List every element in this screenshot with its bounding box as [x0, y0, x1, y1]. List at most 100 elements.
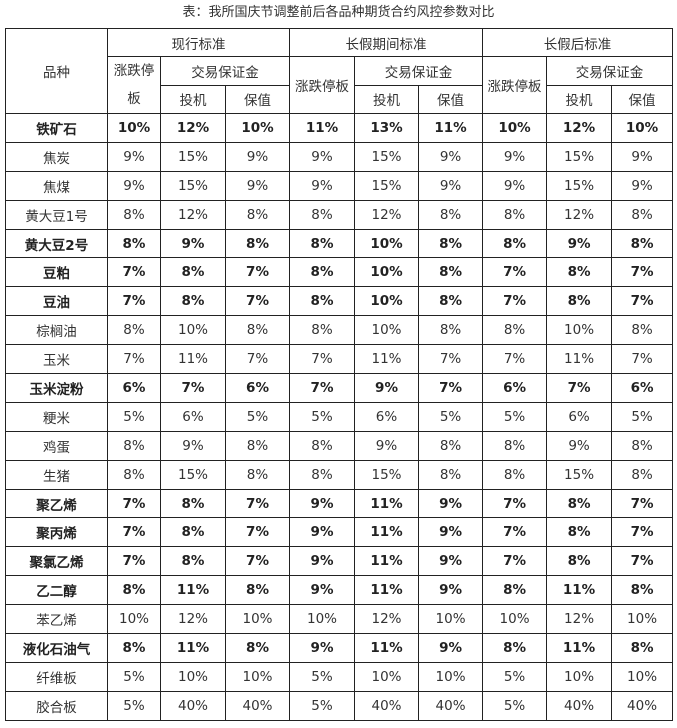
- value-cell: 9%: [354, 430, 420, 461]
- table-row: 胶合板 5% 40% 40% 5% 40% 40% 5% 40% 40%: [5, 690, 674, 721]
- table-row: 黄大豆1号 8% 12% 8% 8% 12% 8% 8% 12% 8%: [5, 199, 674, 230]
- value-cell: 8%: [160, 257, 226, 288]
- value-cell: 10%: [418, 661, 484, 692]
- table-row: 豆粕 7% 8% 7% 8% 10% 8% 7% 8% 7%: [5, 257, 674, 288]
- value-cell: 7%: [611, 546, 674, 577]
- header-spec-post: 投机: [546, 84, 613, 114]
- variety-name: 玉米: [5, 344, 108, 375]
- value-cell: 6%: [107, 373, 161, 403]
- value-cell: 8%: [611, 315, 674, 346]
- variety-name: 黄大豆1号: [5, 199, 108, 230]
- value-cell: 7%: [482, 257, 548, 288]
- variety-name: 聚乙烯: [5, 488, 108, 519]
- value-cell: 40%: [160, 690, 226, 721]
- value-cell: 9%: [289, 488, 356, 519]
- value-cell: 8%: [611, 633, 674, 663]
- header-spec-current: 投机: [160, 84, 226, 114]
- table-row: 玉米 7% 11% 7% 7% 11% 7% 7% 11% 7%: [5, 344, 674, 375]
- value-cell: 9%: [418, 575, 484, 606]
- value-cell: 12%: [354, 199, 420, 230]
- value-cell: 12%: [160, 199, 226, 230]
- value-cell: 12%: [354, 604, 420, 635]
- value-cell: 8%: [546, 257, 613, 288]
- value-cell: 7%: [611, 344, 674, 375]
- value-cell: 8%: [224, 459, 291, 490]
- value-cell: 7%: [482, 517, 548, 548]
- header-variety: 品种: [5, 28, 108, 114]
- value-cell: 11%: [160, 633, 226, 663]
- value-cell: 8%: [107, 430, 161, 461]
- value-cell: 5%: [224, 401, 291, 432]
- value-cell: 8%: [482, 459, 548, 490]
- value-cell: 10%: [611, 113, 674, 143]
- value-cell: 6%: [482, 373, 548, 403]
- value-cell: 10%: [354, 257, 420, 288]
- table-row: 生猪 8% 15% 8% 8% 15% 8% 8% 15% 8%: [5, 459, 674, 490]
- value-cell: 9%: [546, 228, 613, 259]
- value-cell: 15%: [160, 141, 226, 172]
- table-row: 焦炭 9% 15% 9% 9% 15% 9% 9% 15% 9%: [5, 141, 674, 172]
- value-cell: 8%: [160, 517, 226, 548]
- value-cell: 40%: [418, 690, 484, 721]
- value-cell: 8%: [224, 228, 291, 259]
- value-cell: 15%: [546, 170, 613, 201]
- value-cell: 9%: [418, 141, 484, 172]
- variety-name: 豆粕: [5, 257, 108, 288]
- value-cell: 12%: [546, 113, 613, 143]
- value-cell: 8%: [611, 228, 674, 259]
- header-holiday-standard: 长假期间标准: [289, 28, 484, 57]
- value-cell: 10%: [354, 228, 420, 259]
- variety-name: 纤维板: [5, 661, 108, 692]
- value-cell: 9%: [611, 141, 674, 172]
- value-cell: 9%: [107, 170, 161, 201]
- value-cell: 9%: [160, 228, 226, 259]
- value-cell: 7%: [482, 344, 548, 375]
- value-cell: 11%: [546, 344, 613, 375]
- value-cell: 8%: [224, 575, 291, 606]
- table-row: 鸡蛋 8% 9% 8% 8% 9% 8% 8% 9% 8%: [5, 430, 674, 461]
- value-cell: 40%: [224, 690, 291, 721]
- value-cell: 11%: [354, 633, 420, 663]
- variety-name: 生猪: [5, 459, 108, 490]
- value-cell: 7%: [611, 286, 674, 317]
- value-cell: 8%: [289, 257, 356, 288]
- value-cell: 12%: [160, 604, 226, 635]
- value-cell: 8%: [160, 546, 226, 577]
- value-cell: 7%: [289, 373, 356, 403]
- value-cell: 8%: [418, 257, 484, 288]
- value-cell: 8%: [160, 286, 226, 317]
- variety-name: 黄大豆2号: [5, 228, 108, 259]
- value-cell: 8%: [418, 315, 484, 346]
- value-cell: 7%: [482, 286, 548, 317]
- value-cell: 6%: [354, 401, 420, 432]
- header-margin-current: 交易保证金: [159, 56, 291, 86]
- value-cell: 9%: [418, 488, 484, 519]
- variety-name: 焦煤: [5, 170, 108, 201]
- value-cell: 8%: [107, 315, 161, 346]
- value-cell: 7%: [611, 488, 674, 519]
- variety-name: 鸡蛋: [5, 430, 108, 461]
- value-cell: 8%: [107, 575, 161, 606]
- value-cell: 5%: [107, 690, 161, 721]
- variety-name: 聚氯乙烯: [5, 546, 108, 577]
- value-cell: 9%: [289, 575, 356, 606]
- value-cell: 8%: [611, 459, 674, 490]
- value-cell: 12%: [546, 199, 613, 230]
- value-cell: 10%: [107, 113, 161, 143]
- value-cell: 8%: [224, 430, 291, 461]
- variety-name: 液化石油气: [5, 633, 108, 663]
- value-cell: 8%: [107, 633, 161, 663]
- value-cell: 8%: [482, 430, 548, 461]
- value-cell: 9%: [289, 633, 356, 663]
- header-limit-line2: 板: [127, 91, 141, 107]
- table-row: 聚氯乙烯 7% 8% 7% 9% 11% 9% 7% 8% 7%: [5, 546, 674, 577]
- value-cell: 10%: [224, 604, 291, 635]
- value-cell: 11%: [354, 575, 420, 606]
- variety-name: 玉米淀粉: [5, 373, 108, 403]
- value-cell: 5%: [107, 661, 161, 692]
- value-cell: 8%: [160, 488, 226, 519]
- table-row: 豆油 7% 8% 7% 8% 10% 8% 7% 8% 7%: [5, 286, 674, 317]
- value-cell: 7%: [611, 257, 674, 288]
- value-cell: 10%: [546, 661, 613, 692]
- value-cell: 9%: [546, 430, 613, 461]
